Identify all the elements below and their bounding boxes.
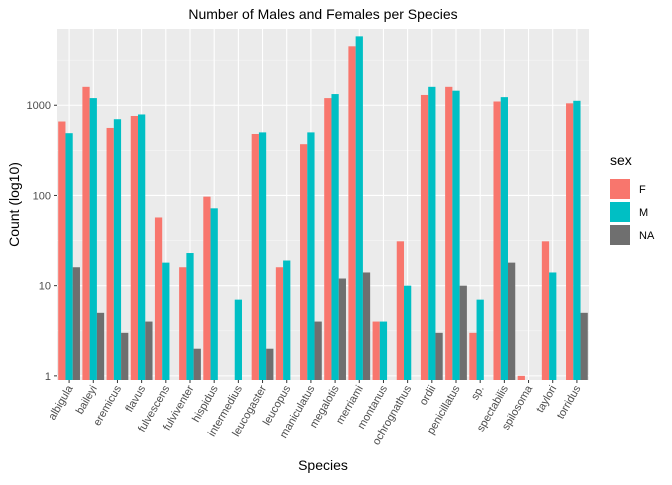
bar-F-baileyi [82,86,90,380]
bar-NA-merriami [362,272,371,380]
bar-M-leucogaster [258,132,267,380]
bar-M-ordii [428,86,436,380]
y-tick-label: 10 [39,281,51,293]
bar-F-eremicus [106,127,114,380]
chart-title: Number of Males and Females per Species [188,6,457,22]
bar-M-maniculatus [307,132,315,380]
bar-F-ochrognathus [396,241,405,380]
bar-NA-penicillatus [459,285,467,380]
bar-M-eremicus [113,119,122,381]
bar-M-torridus [573,100,581,380]
bar-F-flavus [130,115,139,381]
bar-M-flavus [138,114,146,381]
legend-key-F [610,179,630,199]
bar-F-penicillatus [445,86,453,380]
bar-F-sp. [469,332,477,380]
bar-F-merriami [348,46,356,381]
legend-title: sex [610,152,632,168]
bar-M-intermedius [234,299,242,380]
legend-key-M [610,202,630,222]
y-tick-label: 1 [45,371,51,383]
x-tick-label: sp. [469,384,487,403]
bar-M-hispidus [210,208,218,380]
bar-M-taylori [549,272,557,380]
x-tick-label: ordii [418,384,439,408]
bar-M-montanus [379,321,388,380]
legend-label-F: F [639,184,646,196]
y-axis-title: Count (log10) [6,162,22,247]
bar-M-baileyi [89,98,97,381]
bar-F-taylori [541,241,550,380]
bar-NA-ordii [435,332,443,380]
bar-NA-megalotis [338,278,346,380]
x-tick-label: taylori [534,384,559,415]
bar-F-leucogaster [251,133,259,380]
bar-F-ordii [420,94,429,380]
bar-M-fulvescens [162,262,170,380]
x-axis-title: Species [298,457,348,473]
y-tick-label: 1000 [27,100,51,112]
bar-NA-torridus [580,312,588,380]
bar-M-penicillatus [452,90,460,380]
bar-NA-fulviventer [193,348,201,380]
legend-label-NA: NA [639,230,655,242]
bar-NA-flavus [145,321,153,380]
bar-F-spectabilis [493,101,501,381]
bar-M-megalotis [331,94,339,381]
y-tick-label: 100 [33,190,51,202]
bar-M-sp. [476,299,484,380]
bar-M-merriami [355,36,363,380]
legend-key-NA [610,225,630,245]
bar-F-hispidus [203,196,211,380]
bar-F-fulviventer [179,267,187,380]
x-tick-label: albigula [46,383,76,423]
bar-M-albigula [65,133,73,380]
x-tick-label: baileyi [74,384,100,417]
bar-F-torridus [566,103,574,381]
bar-F-megalotis [324,98,332,381]
bar-F-maniculatus [300,144,308,380]
x-tick-label: torridus [555,383,584,421]
bar-M-ochrognathus [404,285,412,380]
bar-NA-albigula [72,267,80,380]
bar-F-spilosoma [517,375,525,380]
bar-NA-baileyi [96,312,105,380]
legend-label-M: M [639,207,648,219]
bar-NA-leucogaster [266,348,274,380]
bar-NA-spectabilis [507,262,516,380]
bar-M-spectabilis [500,97,508,380]
bar-M-leucopus [283,260,291,380]
bar-NA-maniculatus [314,321,322,380]
bar-F-fulvescens [154,217,163,380]
bar-F-albigula [58,121,66,381]
bar-M-fulviventer [186,253,194,380]
x-tick-label: flavus [123,383,148,414]
bar-NA-eremicus [121,332,129,380]
bar-F-montanus [372,321,380,380]
bar-F-leucopus [275,267,284,380]
